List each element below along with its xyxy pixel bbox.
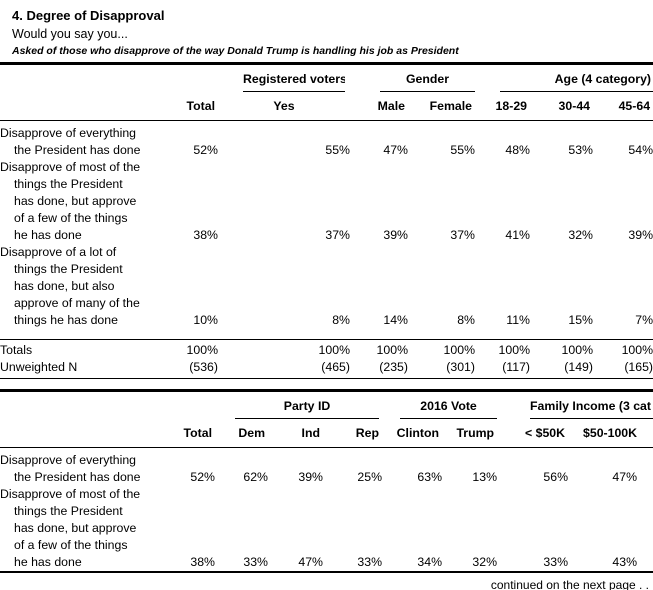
group-header-gender: Gender [380, 71, 475, 92]
group-header-party-id: Party ID [235, 398, 380, 419]
continued-note: continued on the next page . . [490, 578, 649, 590]
cell-value: (165) [593, 359, 653, 379]
cell-value: 8% [457, 313, 475, 327]
cell-value: 52% [190, 470, 215, 484]
col-header-rep: Rep [323, 419, 383, 448]
question-header: 4. Degree of Disapproval Would you say y… [0, 0, 653, 62]
column-header-row: Total Dem Ind Rep Clinton Trump < $50K $… [0, 419, 653, 448]
table-row-disapprove-a-lot: Disapprove of a lot of things the Presid… [0, 244, 653, 340]
cell-value: 100% [350, 339, 408, 359]
cell-value: 100% [475, 339, 530, 359]
cell-value: 7% [635, 313, 653, 327]
row-label-totals: Totals [0, 339, 170, 359]
column-header-row: Total Yes Male Female 18-29 30-44 45-64 [0, 92, 653, 121]
cell-value: 33% [323, 486, 383, 573]
cell-value: 34% [382, 486, 443, 573]
col-header-male: Male [350, 92, 408, 121]
col-header-50-100k: $50-100K [568, 419, 653, 448]
cell-value: 55% [325, 143, 350, 157]
col-header-age-45-64: 45-64 [593, 92, 653, 121]
question-filter-note: Asked of those who disapprove of the way… [12, 45, 459, 57]
col-header-age-18-29: 18-29 [475, 92, 530, 121]
row-label: Disapprove of most of the things the Pre… [0, 160, 141, 242]
group-header-2016-vote: 2016 Vote [400, 398, 498, 419]
cell-value: 52% [193, 143, 218, 157]
cell-value: (235) [350, 359, 408, 379]
cell-value: 33% [215, 486, 268, 573]
cell-value: (149) [530, 359, 593, 379]
cell-value: (465) [218, 359, 350, 379]
col-header-total: Total [170, 419, 215, 448]
cell-value: 47% [383, 143, 408, 157]
cell-value: 8% [332, 313, 350, 327]
cell-value: 54% [628, 143, 653, 157]
cell-value: (536) [170, 359, 218, 379]
cell-value: 37% [325, 228, 350, 242]
cell-value: 32% [442, 486, 498, 573]
cell-value: 100% [218, 339, 350, 359]
cell-value: 100% [593, 339, 653, 359]
col-header-under-50k: < $50K [497, 419, 569, 448]
col-header-age-30-44: 30-44 [530, 92, 593, 121]
group-header-age: Age (4 category) [500, 71, 653, 92]
cell-value: 55% [450, 143, 475, 157]
cell-value: 10% [193, 313, 218, 327]
cell-value: 33% [497, 486, 569, 573]
cell-value: 53% [568, 143, 593, 157]
table-row-disapprove-everything: Disapprove of everything the President h… [0, 448, 653, 487]
question-title: 4. Degree of Disapproval [12, 8, 165, 23]
group-header-row: Party ID 2016 Vote Family Income (3 cat [0, 391, 653, 419]
cell-value: 47% [612, 470, 638, 484]
table-row-disapprove-most: Disapprove of most of the things the Pre… [0, 159, 653, 244]
group-header-row: Registered voters Gender Age (4 category… [0, 64, 653, 92]
crosstab-table-politics-income: Party ID 2016 Vote Family Income (3 cat … [0, 389, 653, 573]
cell-value: 100% [408, 339, 475, 359]
cell-value: 11% [506, 313, 530, 327]
crosstab-table-demographics: Registered voters Gender Age (4 category… [0, 62, 653, 379]
cell-value: 25% [357, 470, 383, 484]
row-label: Disapprove of everything the President h… [0, 126, 141, 157]
group-header-registered-voters: Registered voters [243, 71, 345, 92]
col-header-ind: Ind [268, 419, 323, 448]
col-header-clinton: Clinton [382, 419, 443, 448]
table-gap [0, 379, 653, 389]
col-header-female: Female [408, 92, 475, 121]
cell-value: 100% [530, 339, 593, 359]
cell-value: 39% [298, 470, 323, 484]
row-label: Disapprove of a lot of things the Presid… [0, 245, 140, 327]
row-label: Disapprove of most of the things the Pre… [0, 487, 141, 569]
cell-value: (117) [475, 359, 530, 379]
table-row-disapprove-everything: Disapprove of everything the President h… [0, 121, 653, 160]
cell-value: 62% [243, 470, 268, 484]
table-row-totals: Totals 100% 100% 100% 100% 100% 100% 100… [0, 339, 653, 359]
cell-value: 48% [505, 143, 530, 157]
cell-value: 37% [450, 228, 475, 242]
cell-value: 32% [568, 228, 593, 242]
row-label: Disapprove of everything the President h… [0, 453, 141, 484]
cell-value: 47% [268, 486, 323, 573]
cell-value: 43% [568, 486, 653, 573]
row-label-unweighted: Unweighted N [0, 359, 170, 379]
cell-value: 41% [505, 228, 530, 242]
question-subtitle: Would you say you... [12, 27, 128, 41]
cell-value: 56% [543, 470, 569, 484]
col-header-dem: Dem [215, 419, 268, 448]
cell-value: 100% [170, 339, 218, 359]
group-header-family-income: Family Income (3 cat [530, 398, 653, 419]
cell-value: 38% [193, 228, 218, 242]
cell-value: 13% [472, 470, 498, 484]
table-row-disapprove-most: Disapprove of most of the things the Pre… [0, 486, 653, 573]
col-header-registered-yes: Yes [218, 92, 350, 121]
cell-value: 15% [568, 313, 593, 327]
cell-value: (301) [408, 359, 475, 379]
table-row-unweighted-n: Unweighted N (536) (465) (235) (301) (11… [0, 359, 653, 379]
cell-value: 38% [170, 486, 215, 573]
cell-value: 39% [628, 228, 653, 242]
col-header-total: Total [170, 92, 218, 121]
col-header-trump: Trump [442, 419, 498, 448]
cell-value: 14% [383, 313, 408, 327]
cell-value: 39% [383, 228, 408, 242]
cell-value: 63% [417, 470, 443, 484]
